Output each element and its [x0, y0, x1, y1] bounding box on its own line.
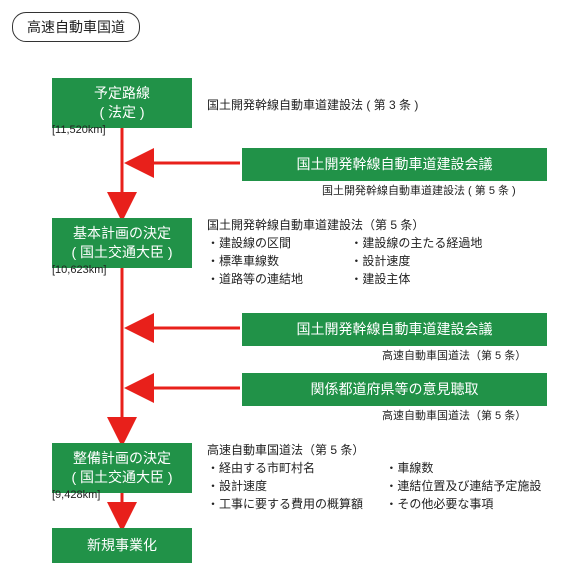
node-basic-plan: 基本計画の決定 ( 国土交通大臣 ): [52, 218, 192, 268]
node-hearing: 関係都道府県等の意見聴取: [242, 373, 547, 406]
b2-bl-0: ・建設線の区間: [207, 234, 347, 252]
law-b3: 高速自動車国道法（第 5 条）: [207, 441, 364, 458]
node-planned-route: 予定路線 ( 法定 ): [52, 78, 192, 128]
km-b1: [11,520km]: [52, 124, 106, 136]
km-b3: [9,428km]: [52, 489, 100, 501]
b3-bl-1: ・設計速度: [207, 477, 382, 495]
hearing-sub: 高速自動車国道法（第 5 条）: [382, 407, 526, 423]
b2-br-2: ・建設主体: [350, 270, 482, 288]
node-line1: 予定路線: [62, 84, 182, 103]
council1-label: 国土開発幹線自動車道建設会議: [297, 156, 493, 172]
b2-line1: 基本計画の決定: [62, 224, 182, 243]
node-council-2: 国土開発幹線自動車道建設会議: [242, 313, 547, 346]
b3-bl-0: ・経由する市町村名: [207, 459, 382, 477]
council2-sub: 高速自動車国道法（第 5 条）: [382, 347, 526, 363]
bullets-b3: ・経由する市町村名 ・設計速度 ・工事に要する費用の概算額 ・車線数 ・連結位置…: [207, 459, 541, 513]
b2-br-1: ・設計速度: [350, 252, 482, 270]
b2-bl-1: ・標準車線数: [207, 252, 347, 270]
law-b2: 国土開発幹線自動車道建設法（第 5 条）: [207, 216, 424, 233]
law-b1: 国土開発幹線自動車道建設法 ( 第 3 条 ): [207, 96, 418, 113]
flowchart: 予定路線 ( 法定 ) [11,520km] 国土開発幹線自動車道建設法 ( 第…: [12, 48, 566, 568]
b3-line1: 整備計画の決定: [62, 449, 182, 468]
b2-br-0: ・建設線の主たる経過地: [350, 234, 482, 252]
b3-br-0: ・車線数: [385, 459, 541, 477]
diagram-title: 高速自動車国道: [12, 12, 140, 42]
b3-bl-2: ・工事に要する費用の概算額: [207, 495, 382, 513]
node-line2: ( 法定 ): [62, 103, 182, 122]
node-dev-plan: 整備計画の決定 ( 国土交通大臣 ): [52, 443, 192, 493]
council2-label: 国土開発幹線自動車道建設会議: [297, 321, 493, 337]
node-new-project: 新規事業化: [52, 528, 192, 563]
council1-sub: 国土開発幹線自動車道建設法 ( 第 5 条 ): [322, 182, 516, 198]
node-council-1: 国土開発幹線自動車道建設会議: [242, 148, 547, 181]
b3-line2: ( 国土交通大臣 ): [62, 468, 182, 487]
hearing-label: 関係都道府県等の意見聴取: [311, 381, 479, 397]
b2-bl-2: ・道路等の連結地: [207, 270, 347, 288]
b3-br-1: ・連結位置及び連結予定施設: [385, 477, 541, 495]
bullets-b2: ・建設線の区間 ・標準車線数 ・道路等の連結地 ・建設線の主たる経過地 ・設計速…: [207, 234, 482, 288]
b4-label: 新規事業化: [87, 537, 157, 553]
km-b2: [10,623km]: [52, 264, 106, 276]
b3-br-2: ・その他必要な事項: [385, 495, 541, 513]
b2-line2: ( 国土交通大臣 ): [62, 243, 182, 262]
